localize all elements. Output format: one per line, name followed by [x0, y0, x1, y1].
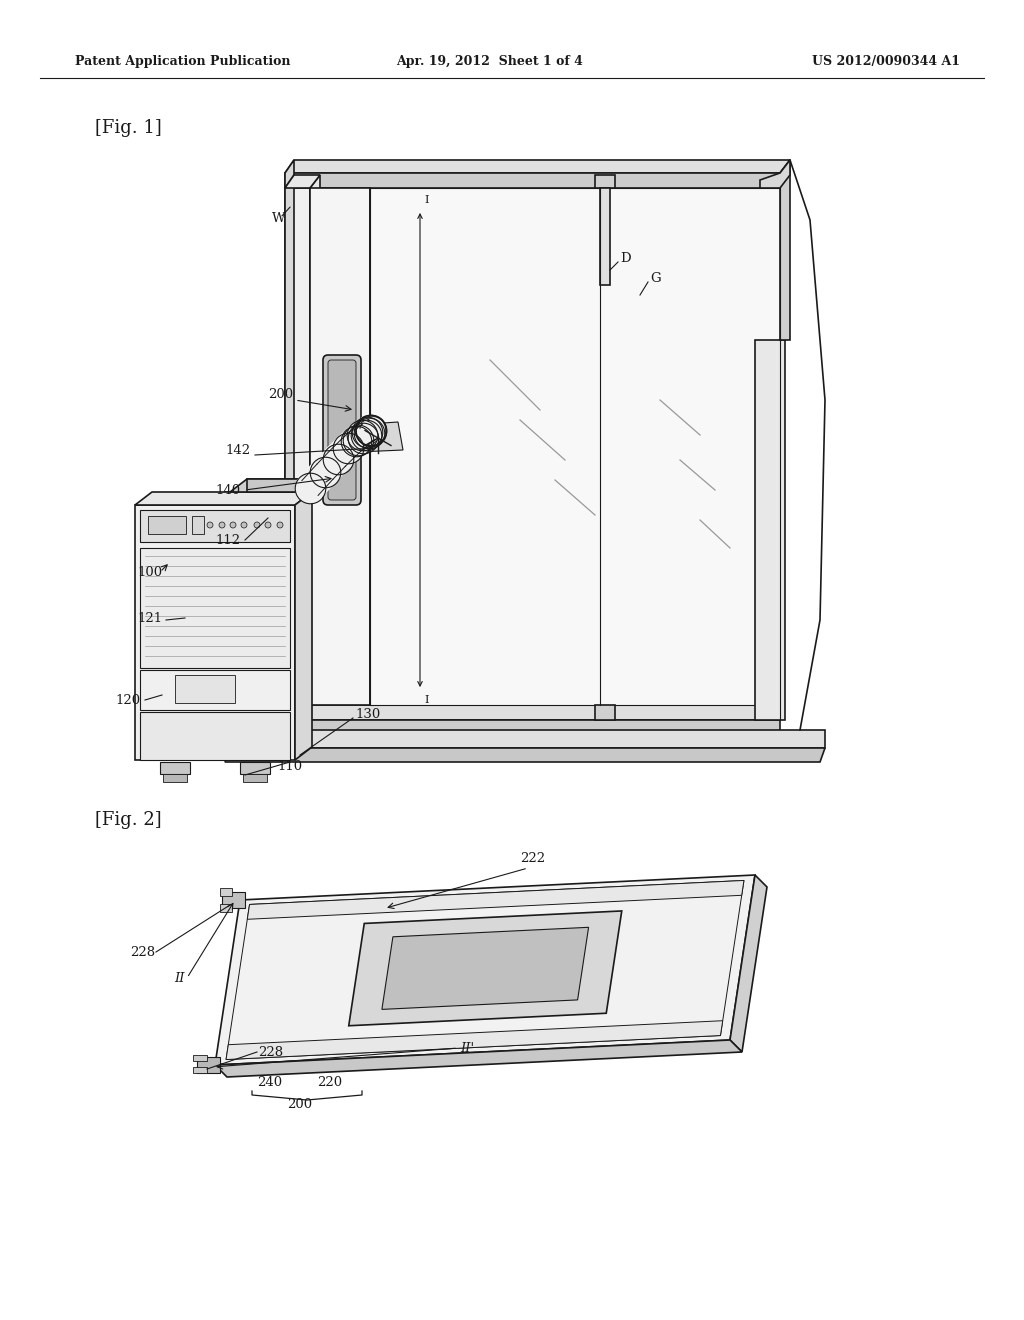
Text: I: I: [424, 195, 428, 205]
Polygon shape: [285, 173, 780, 187]
Polygon shape: [230, 479, 312, 492]
Text: 112: 112: [215, 533, 240, 546]
Polygon shape: [220, 904, 232, 912]
Circle shape: [265, 521, 271, 528]
Text: 228: 228: [258, 1045, 283, 1059]
Text: 110: 110: [278, 760, 302, 774]
Polygon shape: [226, 1020, 723, 1060]
Polygon shape: [600, 187, 610, 285]
Bar: [140, 548, 290, 668]
Text: 120: 120: [115, 693, 140, 706]
Text: 100: 100: [137, 565, 162, 578]
Text: 121: 121: [137, 611, 162, 624]
Text: I: I: [424, 696, 428, 705]
Text: 130: 130: [355, 709, 380, 722]
Circle shape: [278, 521, 283, 528]
Text: 222: 222: [520, 851, 545, 865]
Text: [Fig. 2]: [Fig. 2]: [95, 810, 162, 829]
Polygon shape: [780, 160, 790, 341]
Bar: [163, 774, 187, 781]
Polygon shape: [135, 492, 312, 506]
Polygon shape: [285, 160, 294, 187]
Polygon shape: [215, 875, 755, 1065]
Polygon shape: [370, 187, 780, 705]
Polygon shape: [382, 927, 589, 1010]
Text: 240: 240: [257, 1076, 283, 1089]
Polygon shape: [248, 880, 744, 919]
Bar: [193, 516, 204, 535]
Bar: [243, 774, 267, 781]
Polygon shape: [760, 160, 790, 187]
Text: II': II': [460, 1041, 474, 1055]
Text: II: II: [174, 972, 185, 985]
Bar: [140, 510, 290, 543]
Polygon shape: [595, 176, 615, 187]
Bar: [160, 762, 190, 774]
Polygon shape: [230, 730, 825, 748]
Polygon shape: [285, 160, 790, 173]
Polygon shape: [285, 705, 780, 719]
Polygon shape: [225, 748, 825, 762]
Polygon shape: [193, 1067, 207, 1073]
Circle shape: [230, 521, 236, 528]
FancyBboxPatch shape: [323, 355, 361, 506]
Text: US 2012/0090344 A1: US 2012/0090344 A1: [812, 55, 961, 69]
Circle shape: [254, 521, 260, 528]
Bar: [175, 675, 234, 704]
Polygon shape: [595, 705, 615, 719]
Text: 228: 228: [130, 945, 155, 958]
Text: 200: 200: [268, 388, 293, 401]
Text: W: W: [272, 211, 286, 224]
Polygon shape: [310, 176, 319, 705]
Text: 142: 142: [225, 444, 250, 457]
Polygon shape: [349, 911, 622, 1026]
Polygon shape: [285, 719, 780, 735]
Polygon shape: [193, 1055, 207, 1061]
Text: Apr. 19, 2012  Sheet 1 of 4: Apr. 19, 2012 Sheet 1 of 4: [396, 55, 584, 69]
Text: Patent Application Publication: Patent Application Publication: [75, 55, 291, 69]
Polygon shape: [755, 341, 785, 719]
Circle shape: [207, 521, 213, 528]
Bar: [140, 711, 290, 760]
Text: G: G: [650, 272, 660, 285]
Text: 200: 200: [288, 1098, 312, 1111]
Polygon shape: [730, 875, 767, 1052]
Polygon shape: [285, 176, 294, 705]
Polygon shape: [135, 506, 295, 760]
Polygon shape: [285, 187, 310, 705]
Polygon shape: [353, 422, 403, 451]
Text: D: D: [620, 252, 631, 264]
FancyBboxPatch shape: [328, 360, 356, 500]
Polygon shape: [222, 892, 245, 908]
Polygon shape: [215, 1040, 742, 1077]
Text: [Fig. 1]: [Fig. 1]: [95, 119, 162, 137]
Bar: [148, 516, 186, 535]
Polygon shape: [310, 187, 370, 705]
Text: 140: 140: [215, 483, 240, 496]
Text: 220: 220: [317, 1076, 343, 1089]
Polygon shape: [220, 888, 232, 896]
Circle shape: [241, 521, 247, 528]
Polygon shape: [197, 1057, 220, 1073]
Polygon shape: [285, 176, 319, 187]
Polygon shape: [247, 479, 312, 492]
Polygon shape: [295, 492, 312, 760]
Bar: [140, 671, 290, 710]
Circle shape: [219, 521, 225, 528]
Bar: [240, 762, 270, 774]
